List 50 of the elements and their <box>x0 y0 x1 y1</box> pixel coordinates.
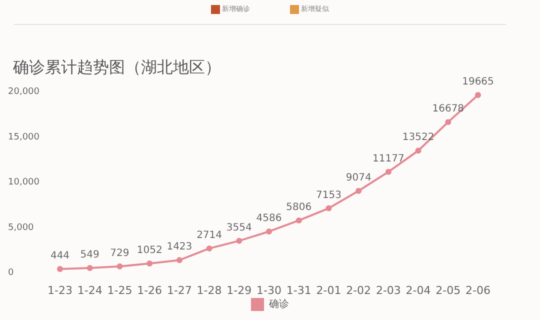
point <box>356 188 362 194</box>
point <box>86 265 93 272</box>
data-label: 5806 <box>286 202 312 213</box>
x-tick-label: 2-05 <box>436 284 461 297</box>
data-label: 4586 <box>256 212 282 224</box>
point <box>236 238 242 244</box>
y-tick-label: 20,000 <box>8 87 40 97</box>
chart-title: 确诊累计趋势图（湖北地区） <box>12 58 221 76</box>
point <box>206 245 212 252</box>
data-label: 3554 <box>226 222 252 234</box>
y-tick-label: 15,000 <box>8 132 40 142</box>
point <box>475 92 481 98</box>
y-tick-label: 0 <box>8 268 14 278</box>
point <box>57 266 63 272</box>
point <box>296 217 302 224</box>
y-tick-label: 5,000 <box>8 222 34 233</box>
data-label: 7153 <box>316 190 342 201</box>
x-tick-label: 1-30 <box>256 284 282 297</box>
x-tick-label: 2-03 <box>376 284 401 297</box>
x-tick-label: 1-28 <box>196 284 222 297</box>
x-tick-label: 1-24 <box>77 284 102 297</box>
x-tick-label: 2-02 <box>346 284 372 297</box>
data-label: 1423 <box>166 242 192 253</box>
data-label: 2714 <box>196 230 222 241</box>
x-tick-label: 1-25 <box>107 284 132 297</box>
point <box>146 260 153 266</box>
point <box>445 119 452 126</box>
x-tick-label: 1-27 <box>166 284 192 297</box>
x-tick-label: 2-04 <box>406 284 431 297</box>
x-tick-label: 2-06 <box>466 284 490 297</box>
point <box>176 257 182 264</box>
point <box>415 148 422 154</box>
point <box>116 263 123 270</box>
data-label: 444 <box>50 250 70 262</box>
x-tick-label: 1-31 <box>286 284 312 297</box>
data-label: 19665 <box>462 76 494 88</box>
data-label: 9074 <box>346 172 372 184</box>
legend-label: 确诊 <box>268 298 289 310</box>
data-label: 729 <box>110 248 130 259</box>
data-label: 11177 <box>372 153 404 164</box>
point <box>326 205 332 212</box>
point <box>266 228 272 234</box>
x-tick-label: 1-23 <box>48 284 72 297</box>
x-tick-label: 1-26 <box>137 284 162 297</box>
x-tick-label: 1-29 <box>226 284 252 297</box>
y-tick-label: 10,000 <box>8 178 40 188</box>
x-tick-label: 2-01 <box>316 284 342 297</box>
data-label: 549 <box>80 250 100 261</box>
data-label: 1052 <box>136 244 162 256</box>
point <box>385 168 392 175</box>
